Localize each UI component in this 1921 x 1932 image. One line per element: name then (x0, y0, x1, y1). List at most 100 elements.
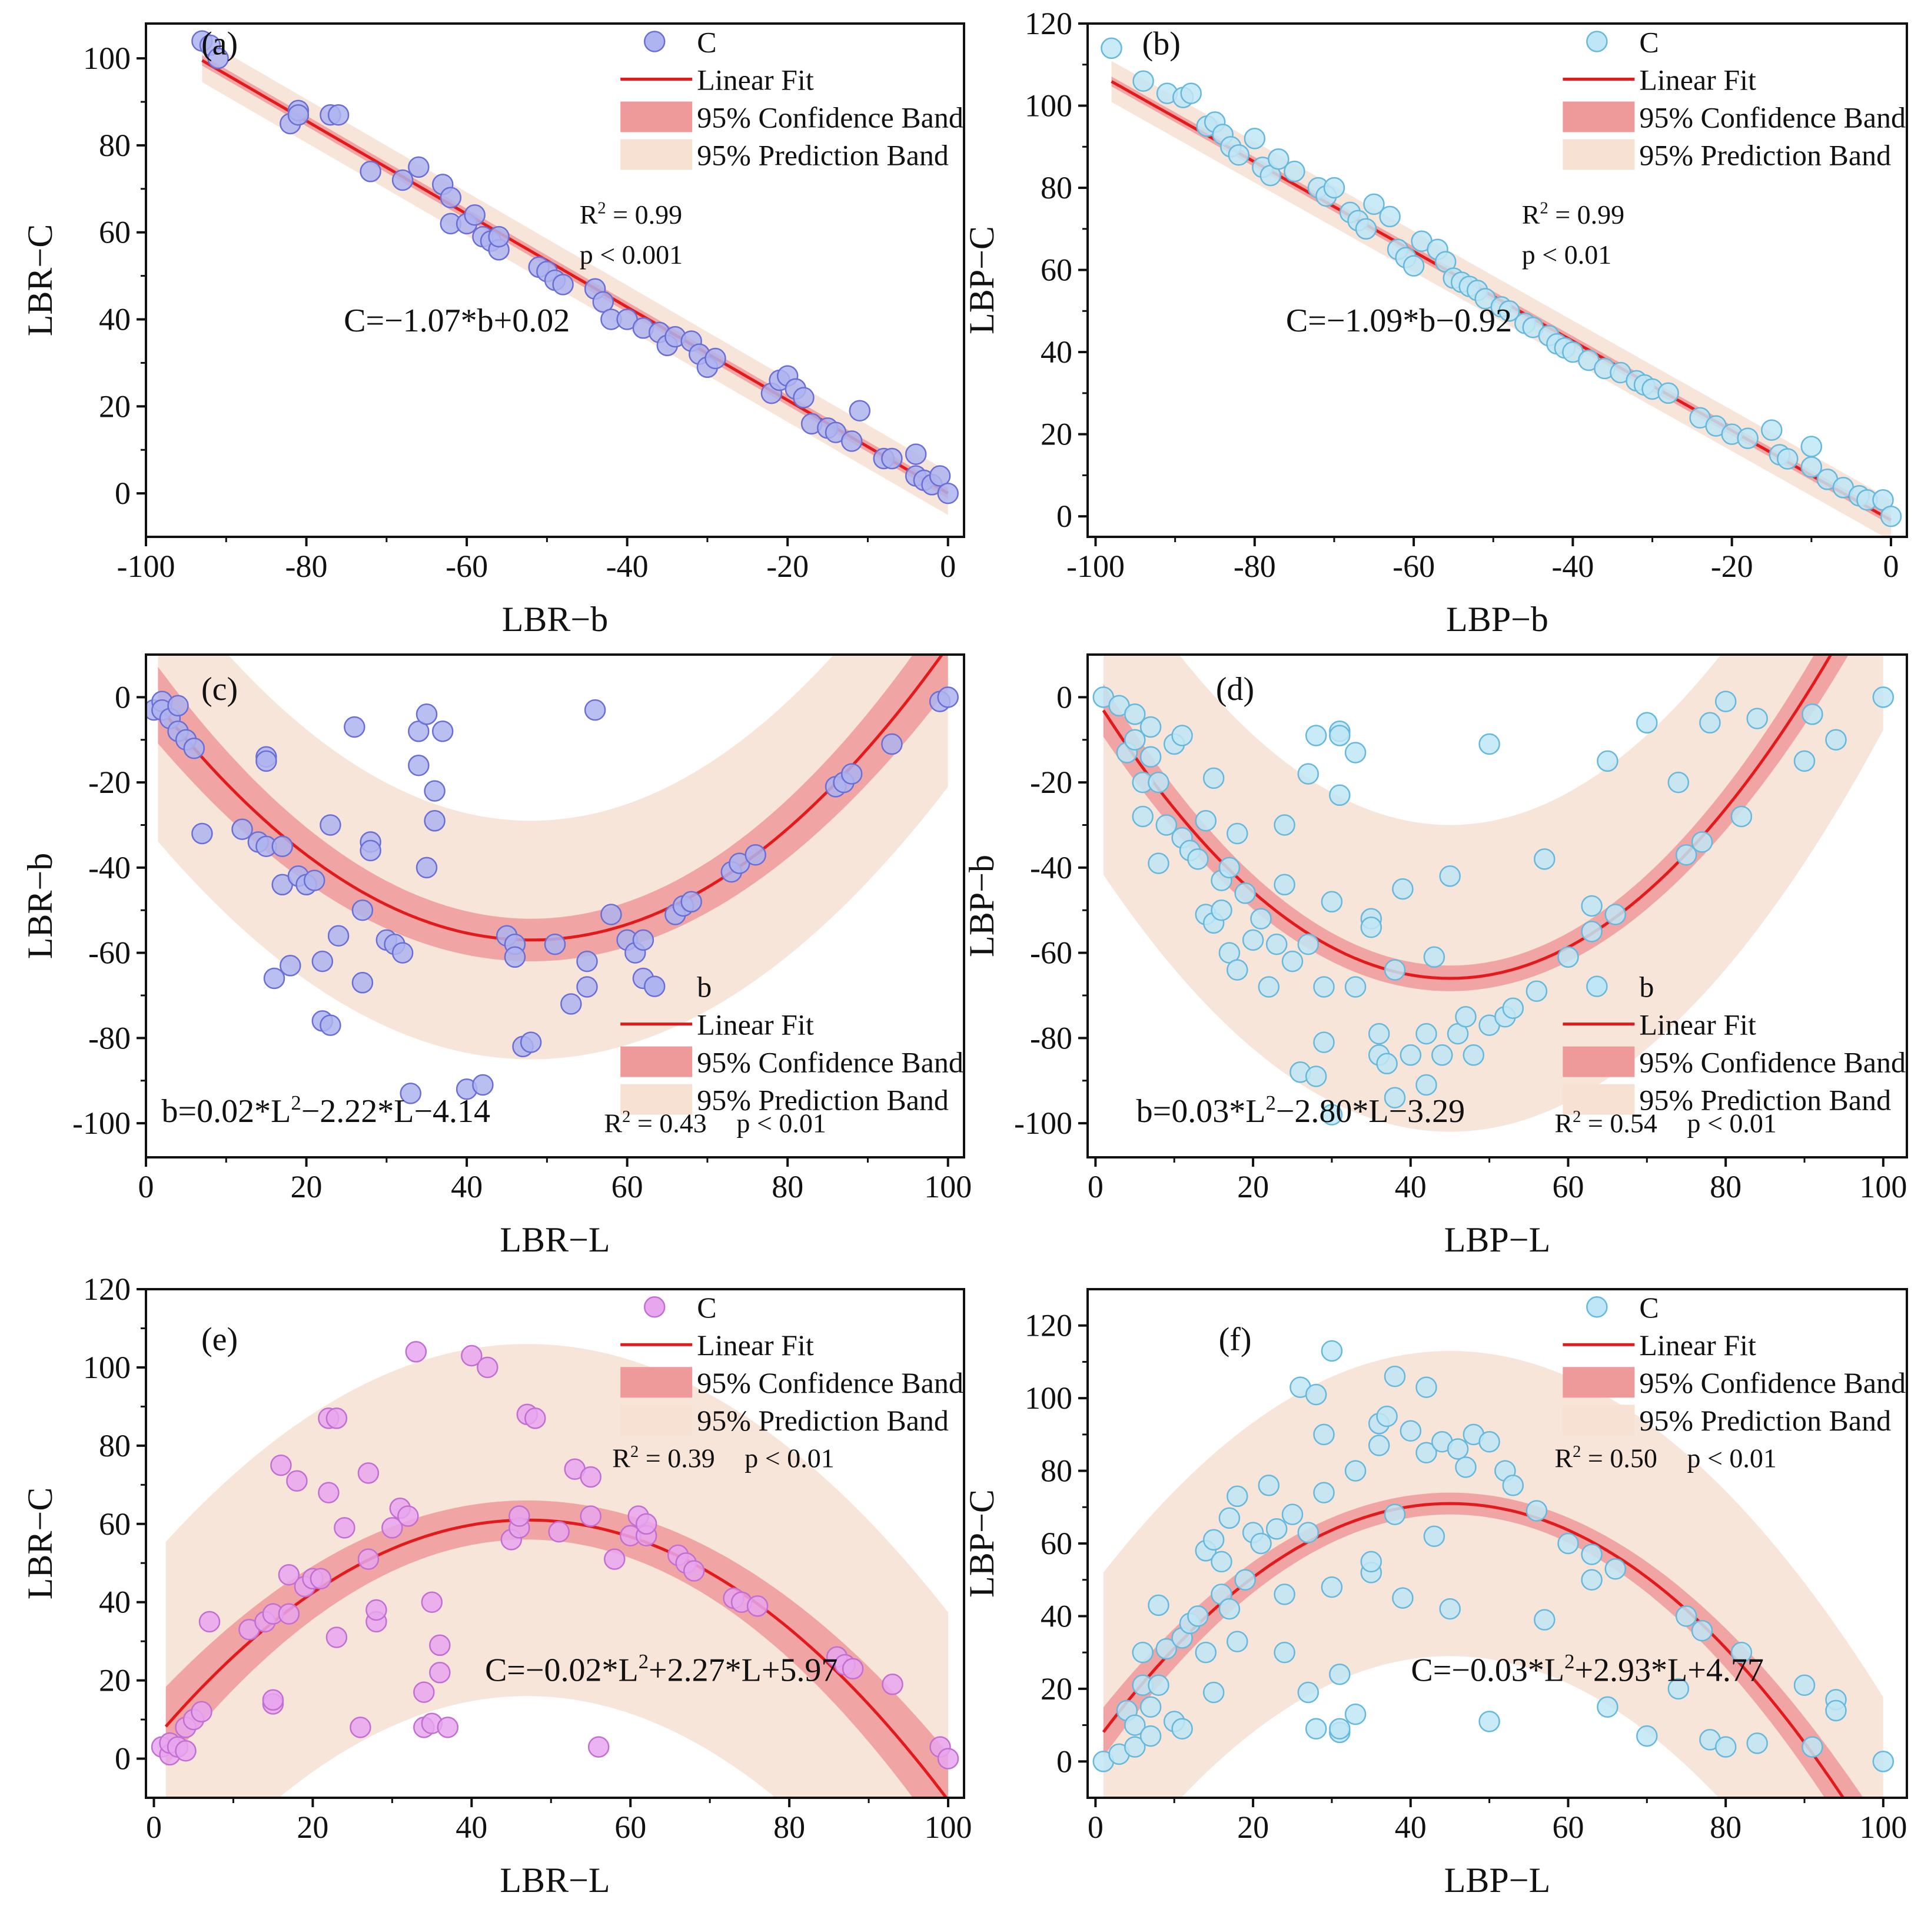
data-point (405, 1341, 427, 1363)
data-point (587, 1736, 610, 1758)
fit-equation: C=−0.03*L2​+2.93*L+4.77 (1411, 1650, 1763, 1688)
data-point (1534, 1609, 1556, 1631)
x-axis-label: LBP−L (1444, 1220, 1551, 1259)
y-axis-label: LBP−C (962, 226, 1001, 334)
data-point (327, 104, 350, 126)
y-tick-label: -100 (72, 1106, 131, 1141)
legend-marker-label: C (1639, 26, 1659, 59)
legend-marker-label: C (697, 1291, 716, 1324)
data-point (576, 976, 598, 998)
x-axis-label: LBR−L (500, 1861, 610, 1900)
data-point (310, 1568, 332, 1590)
data-point (1187, 848, 1209, 870)
y-tick-label: 80 (99, 1428, 131, 1463)
data-point (1379, 205, 1401, 228)
fit-equation: C=−0.02*L2​+2.27*L+5.97 (485, 1650, 837, 1688)
x-tick-label: -100 (117, 549, 175, 584)
x-tick-label: -80 (285, 549, 328, 584)
legend-marker-icon (1586, 31, 1608, 52)
legend-marker-label: b (697, 971, 712, 1004)
r-squared-label: R2​ = 0.54 (1554, 1108, 1657, 1138)
chart-panel-d: 0 20 40 60 80 100 -100 -80 -60 -40 -20 0 LBP−L LBP−b (… (962, 653, 1908, 1259)
data-point (1730, 805, 1753, 828)
data-point (1526, 980, 1548, 1002)
data-point (1526, 1500, 1548, 1522)
data-point (1498, 300, 1520, 322)
data-point (1242, 929, 1264, 951)
legend-marker-label: C (697, 26, 716, 59)
data-point (1234, 882, 1256, 904)
y-tick-label: 80 (1041, 170, 1072, 205)
y-axis-label: LBR−b (21, 853, 59, 960)
y-tick-label: 40 (99, 302, 131, 337)
data-point (1699, 712, 1721, 734)
data-point (1355, 218, 1377, 240)
x-tick-label: 20 (297, 1810, 328, 1845)
x-tick-label: 0 (1088, 1810, 1104, 1845)
data-point (1187, 1605, 1209, 1627)
data-point (1171, 1718, 1193, 1740)
chart-panel-b: -100 -80 -60 -40 -20 0 0 20 40 60 80 100 120 LBP−b LBP… (962, 6, 1908, 639)
y-tick-label: 40 (1041, 1598, 1072, 1634)
data-point (1376, 1053, 1398, 1075)
legend-confidence-icon (1563, 101, 1635, 132)
x-tick-label: 20 (1237, 1810, 1269, 1845)
y-tick-label: -100 (1014, 1106, 1072, 1141)
data-point (1423, 1525, 1445, 1547)
y-tick-label: 100 (83, 1350, 131, 1385)
data-point (1297, 1522, 1320, 1543)
data-point (1746, 1732, 1768, 1754)
data-point (1502, 997, 1524, 1019)
legend-confidence-label: 95% Confidence Band (1639, 1366, 1906, 1399)
data-point (320, 1014, 341, 1036)
legend-prediction-icon (1563, 139, 1635, 170)
y-tick-label: -60 (88, 935, 131, 971)
data-point (1180, 82, 1202, 104)
data-point (167, 695, 189, 717)
data-point (397, 1505, 419, 1527)
data-point (1124, 703, 1146, 725)
data-point (344, 716, 365, 738)
y-tick-label: 60 (99, 215, 131, 250)
data-point (191, 1701, 212, 1723)
data-point (1329, 784, 1351, 806)
x-axis-label: LBR−L (500, 1220, 610, 1259)
data-point (1392, 878, 1414, 900)
legend-marker-label: C (1639, 1291, 1659, 1324)
data-point (1329, 725, 1351, 746)
data-point (360, 161, 381, 182)
data-point (1281, 1503, 1304, 1525)
data-point (175, 1740, 197, 1762)
data-point (360, 839, 381, 862)
p-value-label: p < 0.01 (736, 1108, 826, 1138)
p-value-label: p < 0.01 (1522, 240, 1611, 270)
data-point (1802, 1736, 1823, 1758)
data-point (1124, 729, 1146, 751)
legend: b Linear Fit 95% Confidence Band 95% Predic… (1563, 971, 1906, 1117)
r-squared-label: R2​ = 0.43 (604, 1108, 706, 1138)
data-point (1368, 1435, 1390, 1456)
data-point (1321, 1340, 1343, 1362)
x-tick-label: -60 (446, 549, 488, 584)
data-point (1274, 874, 1295, 896)
data-point (1329, 1718, 1351, 1740)
data-point (325, 1626, 348, 1648)
panel-label: (f) (1219, 1322, 1252, 1358)
x-tick-label: 80 (772, 1169, 803, 1204)
data-point (1793, 1674, 1816, 1696)
data-point (1447, 1438, 1469, 1460)
data-point (270, 1454, 292, 1476)
data-point (1321, 1104, 1343, 1126)
y-axis-label: LBR−C (21, 1488, 59, 1600)
data-point (1455, 1005, 1477, 1028)
data-point (408, 754, 430, 776)
data-point (1597, 1696, 1618, 1718)
x-axis-label: LBP−b (1446, 600, 1548, 639)
data-point (1636, 1725, 1658, 1747)
data-point (334, 1517, 355, 1539)
data-point (1761, 419, 1783, 441)
legend-fit-label: Linear Fit (697, 1329, 814, 1362)
data-point (1305, 1383, 1327, 1406)
y-tick-label: 80 (1041, 1453, 1072, 1489)
data-point (600, 904, 622, 925)
